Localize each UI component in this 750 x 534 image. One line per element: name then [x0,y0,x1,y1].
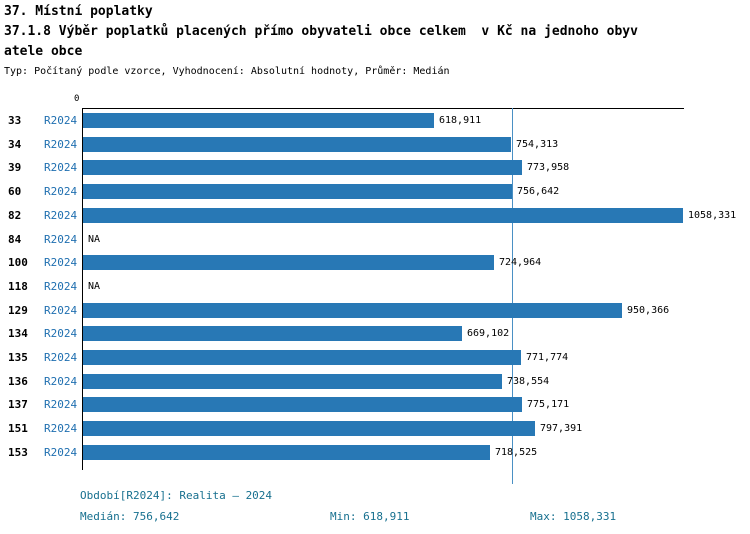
bar [83,184,512,199]
bar-value-label: 797,391 [540,423,583,434]
row-series-label: R2024 [44,256,78,269]
bar-value-label: 724,964 [499,257,542,268]
chart-row: 151 R2024 797,391 [0,418,750,441]
footer-period: Období[R2024]: Realita – 2024 [80,489,273,502]
footer-min: Min: 618,911 [330,510,410,523]
chart-row: 34 R2024 754,313 [0,134,750,157]
row-id-label: 84 [8,233,22,246]
bar-value-label: 775,171 [527,399,570,410]
bar-value-label: 754,313 [516,139,559,150]
chart-row: 60 R2024 756,642 [0,181,750,204]
bar-value-label: 771,774 [526,352,569,363]
row-series-label: R2024 [44,114,78,127]
chart-row: 135 R2024 771,774 [0,347,750,370]
bar [83,137,511,152]
row-series-label: R2024 [44,185,78,198]
bar [83,326,462,341]
row-id-label: 134 [8,327,28,340]
row-id-label: 137 [8,398,28,411]
chart-row: 82 R2024 1058,331 [0,205,750,228]
axis-zero-label: 0 [74,94,80,104]
chart-row: 137 R2024 775,171 [0,394,750,417]
chart-row: 136 R2024 738,554 [0,371,750,394]
chart-row: 134 R2024 669,102 [0,323,750,346]
row-id-label: 34 [8,138,22,151]
bar [83,113,434,128]
bar-value-label: 756,642 [517,186,560,197]
row-id-label: 129 [8,304,28,317]
row-id-label: 100 [8,256,28,269]
chart-row: 129 R2024 950,366 [0,300,750,323]
footer-max: Max: 1058,331 [530,510,617,523]
axis-left-line [82,108,83,470]
row-id-label: 136 [8,375,28,388]
bar-na-label: NA [88,281,101,292]
bar [83,208,683,223]
row-id-label: 135 [8,351,28,364]
row-series-label: R2024 [44,280,78,293]
chart-row: 100 R2024 724,964 [0,252,750,275]
bar-value-label: 1058,331 [688,210,737,221]
row-series-label: R2024 [44,351,78,364]
chart-row: 39 R2024 773,958 [0,157,750,180]
bar-value-label: 738,554 [507,376,550,387]
row-series-label: R2024 [44,138,78,151]
row-id-label: 153 [8,446,28,459]
report-title: 37. Místní poplatky [4,4,153,19]
chart-row: 84 R2024 NA [0,229,750,252]
row-series-label: R2024 [44,446,78,459]
bar-value-label: 718,525 [495,447,538,458]
row-series-label: R2024 [44,375,78,388]
bar [83,255,494,270]
row-series-label: R2024 [44,161,78,174]
row-id-label: 60 [8,185,22,198]
bar-value-label: 950,366 [627,305,670,316]
bar [83,160,522,175]
footer-median: Medián: 756,642 [80,510,180,523]
row-series-label: R2024 [44,304,78,317]
row-id-label: 118 [8,280,28,293]
bar [83,397,522,412]
bar [83,421,535,436]
bar [83,445,490,460]
bar-value-label: 618,911 [439,115,482,126]
chart-row: 33 R2024 618,911 [0,110,750,133]
bar-value-label: 773,958 [527,162,570,173]
axis-top-line [82,108,684,109]
chart-row: 118 R2024 NA [0,276,750,299]
report-meta: Typ: Počítaný podle vzorce, Vyhodnocení:… [4,66,450,77]
median-line [512,108,513,484]
row-series-label: R2024 [44,209,78,222]
report-subtitle-line2: atele obce [4,44,83,59]
report-subtitle-line1: 37.1.8 Výběr poplatků placených přímo ob… [4,24,638,39]
row-series-label: R2024 [44,327,78,340]
chart-row: 153 R2024 718,525 [0,442,750,465]
row-series-label: R2024 [44,422,78,435]
row-id-label: 82 [8,209,22,222]
bar-value-label: 669,102 [467,328,510,339]
bar [83,374,502,389]
bar [83,303,622,318]
row-id-label: 151 [8,422,28,435]
row-id-label: 33 [8,114,22,127]
bar [83,350,521,365]
bar-na-label: NA [88,234,101,245]
row-series-label: R2024 [44,398,78,411]
row-id-label: 39 [8,161,22,174]
row-series-label: R2024 [44,233,78,246]
